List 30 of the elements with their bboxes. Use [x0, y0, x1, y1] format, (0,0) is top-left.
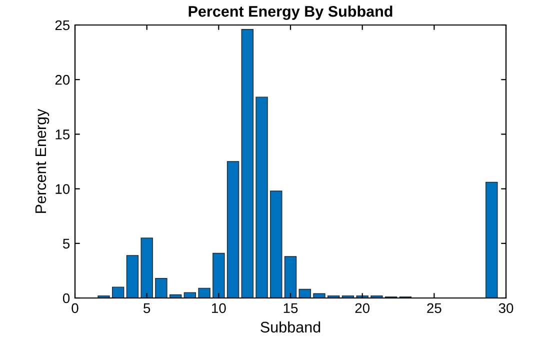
- x-tick-label: 30: [498, 303, 514, 314]
- y-tick-label: 20: [55, 74, 70, 85]
- bar: [241, 29, 254, 298]
- bar: [212, 252, 225, 298]
- bar: [270, 190, 282, 298]
- bar: [226, 161, 240, 298]
- bar: [112, 286, 124, 298]
- y-tick-label: 15: [56, 130, 70, 140]
- bar: [126, 255, 139, 298]
- bar: [198, 288, 210, 298]
- y-tick-label: 10: [56, 184, 70, 194]
- bar: [256, 96, 268, 298]
- y-tick-label: 25: [55, 20, 70, 30]
- bar: [184, 292, 196, 298]
- y-tick-label: 5: [62, 238, 70, 249]
- x-tick-label: 0: [72, 303, 78, 314]
- x-axis-title: Subband: [260, 321, 320, 333]
- bar: [486, 182, 498, 298]
- bar: [284, 256, 297, 298]
- bar: [298, 288, 311, 298]
- y-axis-title: Percent Energy: [35, 108, 50, 213]
- chart-title: Percent Energy By Subband: [188, 6, 392, 20]
- y-tick-label: 0: [62, 293, 70, 304]
- x-tick-label: 10: [212, 303, 226, 314]
- x-tick-label: 25: [427, 303, 442, 314]
- x-tick-label: 20: [355, 303, 370, 314]
- bar: [155, 278, 168, 298]
- bar: [140, 238, 153, 298]
- x-tick-label: 5: [144, 303, 150, 314]
- x-tick-label: 15: [284, 303, 298, 314]
